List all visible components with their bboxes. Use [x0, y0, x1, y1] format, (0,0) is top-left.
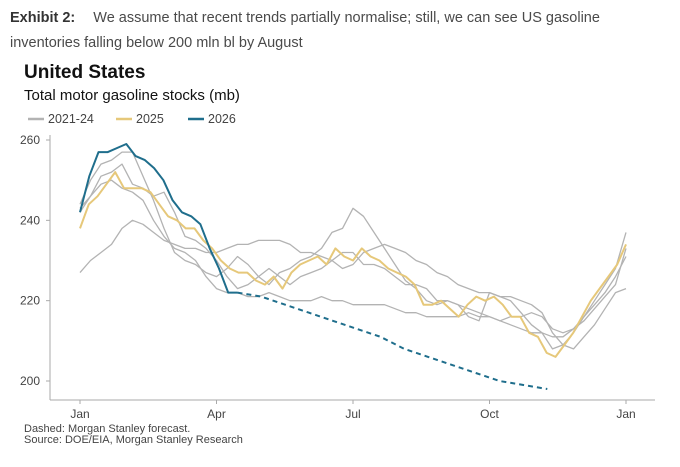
x-tick-label: Jan [616, 407, 635, 421]
x-tick-label: Apr [207, 407, 226, 421]
exhibit-caption: Exhibit 2: We assume that recent trends p… [10, 6, 670, 56]
series-line-history [79, 163, 627, 334]
chart-subtitle: Total motor gasoline stocks (mb) [24, 87, 240, 104]
series-line-history [79, 151, 627, 350]
legend-label: 2025 [136, 112, 164, 126]
series-line-history [79, 179, 627, 338]
legend-label: 2026 [208, 112, 236, 126]
x-tick-label: Jul [345, 407, 360, 421]
source-note: Source: DOE/EIA, Morgan Stanley Research [24, 434, 243, 446]
x-tick-label: Oct [480, 407, 499, 421]
legend-label: 2021-24 [48, 112, 94, 126]
y-tick-label: 220 [20, 294, 40, 308]
exhibit-text: We assume that recent trends partially n… [10, 10, 600, 51]
exhibit-label: Exhibit 2: [10, 10, 76, 26]
y-tick-label: 200 [20, 374, 40, 388]
series-line-y2025 [79, 171, 627, 358]
dashed-note: Dashed: Morgan Stanley forecast. [24, 423, 191, 435]
series-line-y2026 [79, 143, 238, 294]
y-tick-label: 240 [20, 213, 40, 227]
x-tick-label: Jan [70, 407, 89, 421]
chart-title: United States [24, 62, 146, 83]
y-tick-label: 260 [20, 133, 40, 147]
series-line-history [79, 219, 627, 350]
series-line-y2026-forecast [237, 291, 548, 390]
